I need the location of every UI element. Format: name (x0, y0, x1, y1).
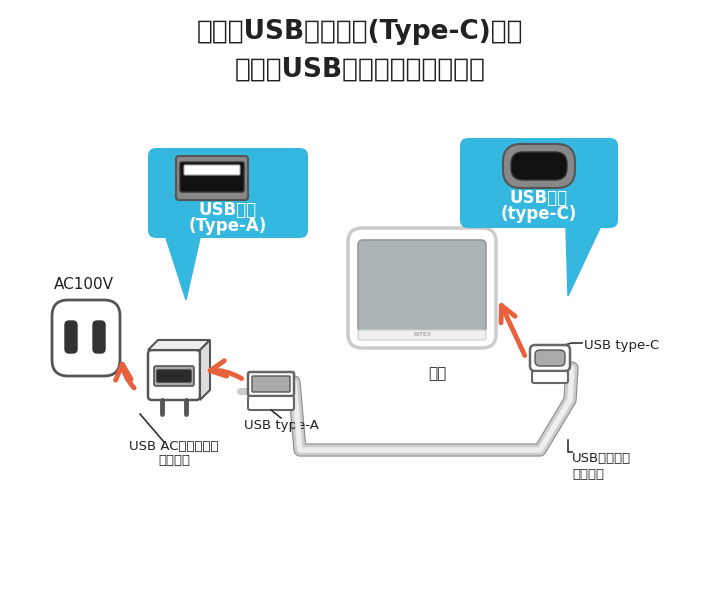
FancyBboxPatch shape (93, 321, 105, 353)
FancyBboxPatch shape (184, 165, 240, 175)
FancyBboxPatch shape (176, 156, 248, 200)
FancyBboxPatch shape (154, 366, 194, 386)
Text: （別売）: （別売） (158, 454, 190, 467)
Text: 本体のUSB端子に差し込みます: 本体のUSB端子に差し込みます (235, 57, 485, 83)
Text: 付属のUSBケーブル(Type-C)側を: 付属のUSBケーブル(Type-C)側を (197, 19, 523, 45)
FancyBboxPatch shape (248, 396, 294, 410)
Text: USB type-A: USB type-A (243, 419, 318, 433)
FancyBboxPatch shape (65, 321, 77, 353)
Polygon shape (148, 340, 210, 350)
Polygon shape (200, 340, 210, 400)
Text: USB端子: USB端子 (510, 189, 568, 207)
Text: AC100V: AC100V (54, 277, 114, 292)
FancyBboxPatch shape (535, 350, 565, 366)
Text: （同梱）: （同梱） (572, 468, 604, 481)
FancyBboxPatch shape (358, 240, 486, 332)
Text: USB type-C: USB type-C (584, 339, 660, 352)
Text: (Type-A): (Type-A) (189, 217, 267, 235)
FancyBboxPatch shape (52, 300, 120, 376)
FancyBboxPatch shape (157, 370, 191, 382)
FancyBboxPatch shape (148, 148, 308, 238)
FancyBboxPatch shape (348, 228, 496, 348)
Text: USB端子: USB端子 (199, 201, 257, 219)
FancyBboxPatch shape (358, 330, 486, 340)
FancyBboxPatch shape (248, 372, 294, 396)
FancyBboxPatch shape (460, 138, 618, 228)
Polygon shape (166, 238, 200, 300)
Polygon shape (566, 228, 600, 296)
Text: USBケーブル: USBケーブル (572, 452, 631, 465)
Text: (type-C): (type-C) (501, 205, 577, 223)
Text: USB ACアダプター: USB ACアダプター (130, 439, 219, 452)
FancyBboxPatch shape (530, 345, 570, 371)
FancyBboxPatch shape (503, 144, 575, 188)
Text: 本体: 本体 (428, 366, 446, 381)
FancyBboxPatch shape (180, 162, 244, 192)
FancyBboxPatch shape (252, 376, 290, 392)
FancyBboxPatch shape (148, 350, 200, 400)
FancyBboxPatch shape (532, 371, 568, 383)
Text: RITEX: RITEX (413, 332, 431, 337)
FancyBboxPatch shape (511, 152, 567, 180)
